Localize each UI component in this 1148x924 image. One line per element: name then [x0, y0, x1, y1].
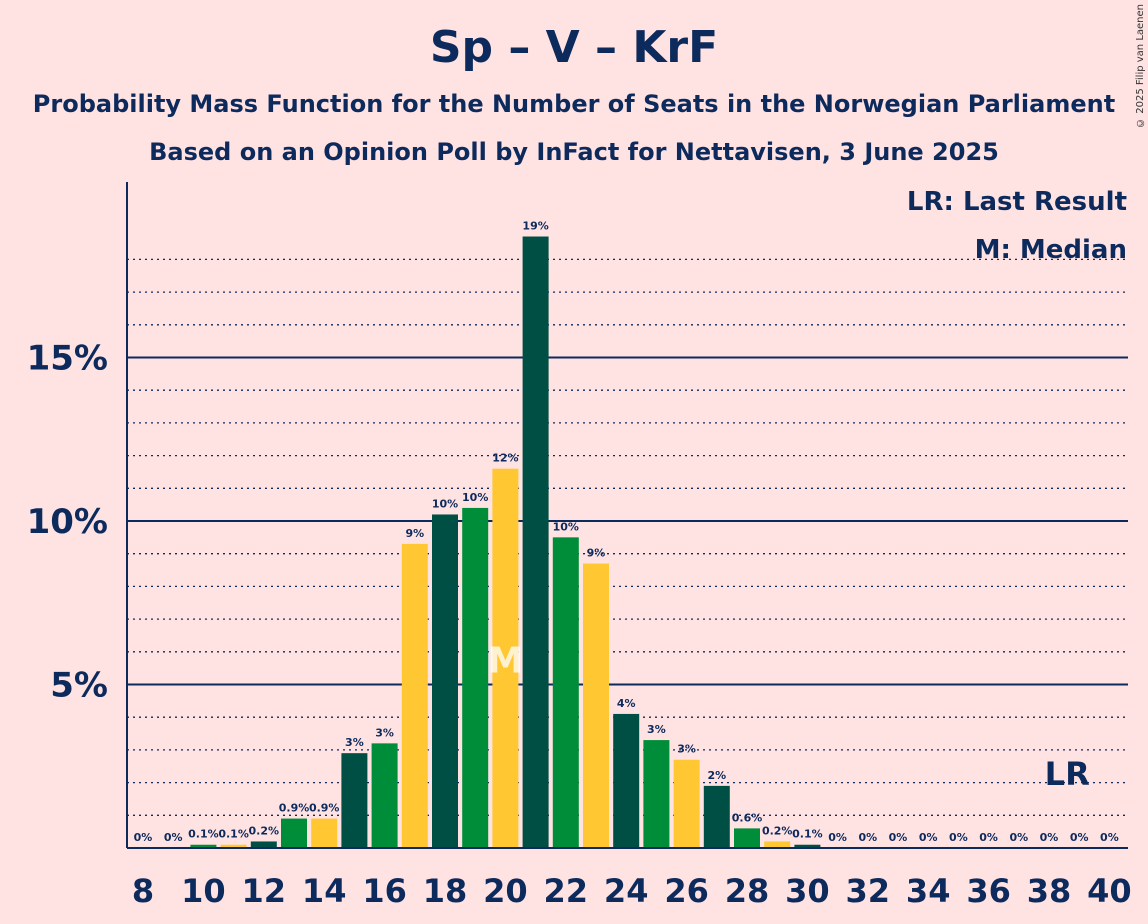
legend-median: M: Median	[975, 235, 1127, 265]
bar-data-label: 0%	[134, 831, 153, 844]
bar	[492, 468, 519, 848]
bar	[583, 563, 609, 848]
bar	[552, 537, 579, 848]
bar-data-label: 10%	[462, 491, 488, 504]
bar	[341, 753, 368, 848]
chart-subtitle-poll: Based on an Opinion Poll by InFact for N…	[149, 138, 999, 166]
bar-data-label: 3%	[677, 743, 696, 756]
median-marker: M	[487, 640, 523, 681]
y-tick-label: 15%	[27, 339, 108, 379]
x-tick-label: 14	[302, 872, 347, 910]
x-tick-label: 34	[906, 872, 951, 910]
bar	[703, 785, 730, 848]
bar-data-label: 0%	[1100, 831, 1119, 844]
bar-data-label: 19%	[522, 220, 548, 233]
bar	[734, 828, 760, 848]
bar-data-label: 0.9%	[309, 802, 340, 815]
x-tick-label: 16	[362, 872, 407, 910]
bar-data-label: 3%	[375, 726, 394, 739]
y-tick-label: 5%	[50, 666, 108, 706]
x-tick-label: 8	[132, 872, 154, 910]
chart-title: Sp – V – KrF	[429, 22, 719, 73]
bar	[643, 740, 670, 848]
x-tick-label: 28	[725, 872, 770, 910]
x-tick-label: 24	[604, 872, 649, 910]
bar	[794, 844, 821, 848]
bar-data-label: 9%	[587, 547, 606, 560]
bar-data-label: 0%	[1009, 831, 1028, 844]
bar	[764, 841, 791, 848]
bar	[250, 841, 277, 848]
bar-data-label: 0.2%	[762, 824, 793, 837]
x-tick-label: 20	[483, 872, 528, 910]
bar	[281, 818, 307, 848]
bar	[462, 507, 489, 848]
bar-data-label: 4%	[617, 697, 636, 710]
bar-data-label: 0.2%	[249, 824, 280, 837]
legend-last-result: LR: Last Result	[907, 187, 1127, 217]
bar	[371, 743, 398, 848]
x-tick-label: 18	[423, 872, 468, 910]
bar	[613, 713, 640, 848]
chart-subtitle: Probability Mass Function for the Number…	[32, 90, 1116, 118]
bar-data-label: 0.1%	[188, 828, 219, 841]
bar	[220, 844, 247, 848]
bar-data-label: 0.1%	[792, 828, 823, 841]
y-tick-label: 10%	[27, 502, 108, 542]
bar-data-label: 0.6%	[732, 811, 763, 824]
x-tick-label: 22	[544, 872, 589, 910]
bar-data-label: 0%	[1040, 831, 1059, 844]
bar	[673, 759, 700, 848]
bar-data-label: 0%	[919, 831, 938, 844]
bar-data-label: 0%	[858, 831, 877, 844]
bar	[432, 514, 458, 848]
bar-data-label: 2%	[707, 769, 726, 782]
bar-data-label: 10%	[432, 497, 458, 510]
x-tick-label: 36	[966, 872, 1011, 910]
bar-data-label: 3%	[647, 723, 666, 736]
bar-data-label: 0.1%	[218, 828, 249, 841]
x-tick-label: 30	[785, 872, 830, 910]
bar-data-label: 0%	[828, 831, 847, 844]
last-result-marker: LR	[1045, 755, 1090, 793]
bar-data-label: 0%	[164, 831, 183, 844]
bar-data-label: 0.9%	[279, 802, 310, 815]
bar-data-label: 0%	[889, 831, 908, 844]
x-tick-label: 12	[242, 872, 287, 910]
bar-data-label: 10%	[553, 520, 579, 533]
x-tick-label: 10	[181, 872, 226, 910]
bar-data-label: 0%	[1070, 831, 1089, 844]
bar	[311, 818, 338, 848]
x-tick-label: 32	[846, 872, 891, 910]
x-tick-label: 26	[664, 872, 709, 910]
bar-data-label: 3%	[345, 736, 364, 749]
bar-data-label: 12%	[492, 452, 518, 465]
bar-data-label: 0%	[949, 831, 968, 844]
bar	[401, 543, 428, 848]
bar	[190, 844, 217, 848]
bar	[522, 236, 549, 848]
bar-data-label: 9%	[405, 527, 424, 540]
bar-data-label: 0%	[979, 831, 998, 844]
x-tick-label: 40	[1087, 872, 1132, 910]
x-tick-label: 38	[1027, 872, 1072, 910]
